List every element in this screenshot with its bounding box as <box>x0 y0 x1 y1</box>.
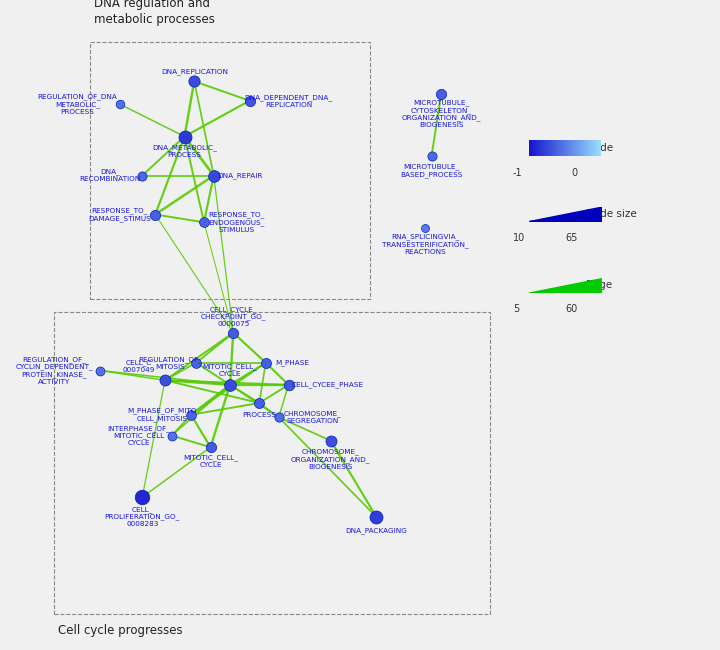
Text: 5: 5 <box>513 304 519 314</box>
Point <box>260 358 271 368</box>
Point <box>244 96 256 106</box>
Point <box>208 170 220 181</box>
Text: -1: -1 <box>513 168 523 177</box>
Text: DNA_DEPENDENT_DNA_
REPLICATION: DNA_DEPENDENT_DNA_ REPLICATION <box>245 94 333 108</box>
Text: M_PHASE: M_PHASE <box>275 359 309 366</box>
Text: CELL_CYCEE_PHASE: CELL_CYCEE_PHASE <box>292 382 364 388</box>
Text: DNA regulation and
metabolic processes: DNA regulation and metabolic processes <box>94 0 215 26</box>
Text: DNA_REPLICATION: DNA_REPLICATION <box>161 68 228 75</box>
Text: Edge: Edge <box>585 280 612 291</box>
Point <box>325 436 336 446</box>
Bar <box>55 312 490 614</box>
Point <box>189 76 200 86</box>
Point <box>94 365 106 376</box>
Text: CELL_CYCLE_
CHECKPOINT_GO_
0000075: CELL_CYCLE_ CHECKPOINT_GO_ 0000075 <box>201 306 266 328</box>
Text: REGULATION_OF_
CYCLIN_DEPENDENT_
PROTEIN_KINASE_
ACTIVITY: REGULATION_OF_ CYCLIN_DEPENDENT_ PROTEIN… <box>16 356 94 385</box>
Text: CELL_C
0007049: CELL_C 0007049 <box>123 359 156 373</box>
Text: Node: Node <box>585 143 613 153</box>
Bar <box>90 42 370 299</box>
Text: INTERPHASE_OF_
MITOTIC_CELL
CYCLE: INTERPHASE_OF_ MITOTIC_CELL CYCLE <box>107 424 171 447</box>
Text: MITOTIC_CELL_
CYCLE: MITOTIC_CELL_ CYCLE <box>183 454 238 469</box>
Point <box>224 380 235 390</box>
Point <box>204 442 216 452</box>
Text: CHROMOSOME_
SEGREGATION: CHROMOSOME_ SEGREGATION <box>284 410 341 424</box>
Text: 60: 60 <box>565 304 577 314</box>
Text: MICROTUBULE_
CYTOSKELETON_
ORGANIZATION_AND_
BIOGENESIS: MICROTUBULE_ CYTOSKELETON_ ORGANIZATION_… <box>402 99 481 129</box>
Point <box>419 222 431 233</box>
Point <box>159 375 171 385</box>
Text: RESPONSE_TO_
DAMAGE_STIMUS: RESPONSE_TO_ DAMAGE_STIMUS <box>88 207 151 222</box>
Text: RNA_SPLICINGVIA_
TRANSESTERIFICATION_
REACTIONS: RNA_SPLICINGVIA_ TRANSESTERIFICATION_ RE… <box>382 233 468 255</box>
Text: REGULATION_OF_
MITOSIS: REGULATION_OF_ MITOSIS <box>138 356 202 370</box>
Text: DNA_METABOLIC_
PROCESS: DNA_METABOLIC_ PROCESS <box>152 144 217 158</box>
Text: CELL_
PROLIFERATION_GO_
0008283: CELL_ PROLIFERATION_GO_ 0008283 <box>104 506 180 528</box>
Text: 0: 0 <box>572 168 577 177</box>
Point <box>426 151 437 161</box>
Point <box>228 328 239 338</box>
Point <box>198 217 210 228</box>
Text: RESPONSE_TO_
ENDOGENOUS_
STIMULUS: RESPONSE_TO_ ENDOGENOUS_ STIMULUS <box>208 211 265 233</box>
Text: Node size: Node size <box>585 209 636 219</box>
Text: DNA_PACKAGING: DNA_PACKAGING <box>346 528 408 534</box>
Text: REGULATION_OF_DNA
METABOLIC_
PROCESS: REGULATION_OF_DNA METABOLIC_ PROCESS <box>37 93 117 115</box>
Text: PROCESS: PROCESS <box>243 411 276 418</box>
Point <box>150 209 161 220</box>
Point <box>166 430 177 441</box>
Point <box>137 492 148 502</box>
Point <box>179 131 190 142</box>
Text: CHROMOSOME_
ORGANIZATION_AND_
BIOGENESIS: CHROMOSOME_ ORGANIZATION_AND_ BIOGENESIS <box>291 448 370 470</box>
Point <box>185 410 197 420</box>
Text: Cell cycle progresses: Cell cycle progresses <box>58 624 182 637</box>
Text: MITOTIC_CELL_
CYCLE: MITOTIC_CELL_ CYCLE <box>202 363 257 378</box>
Point <box>283 380 294 390</box>
Text: DNA_REPAIR: DNA_REPAIR <box>217 172 262 179</box>
Point <box>371 512 382 522</box>
Text: M_PHASE_OF_MITO
CELL_MITOSIS: M_PHASE_OF_MITO CELL_MITOSIS <box>127 408 197 422</box>
Text: 10: 10 <box>513 233 525 242</box>
Text: DNA_
RECOMBINATION: DNA_ RECOMBINATION <box>79 168 140 183</box>
Text: 65: 65 <box>565 233 577 242</box>
Text: MICROTUBULE_
BASED_PROCESS: MICROTUBULE_ BASED_PROCESS <box>400 163 463 177</box>
Point <box>137 170 148 181</box>
Point <box>436 89 447 99</box>
Point <box>190 358 202 368</box>
Point <box>273 412 284 423</box>
Point <box>114 99 125 109</box>
Point <box>253 398 265 408</box>
